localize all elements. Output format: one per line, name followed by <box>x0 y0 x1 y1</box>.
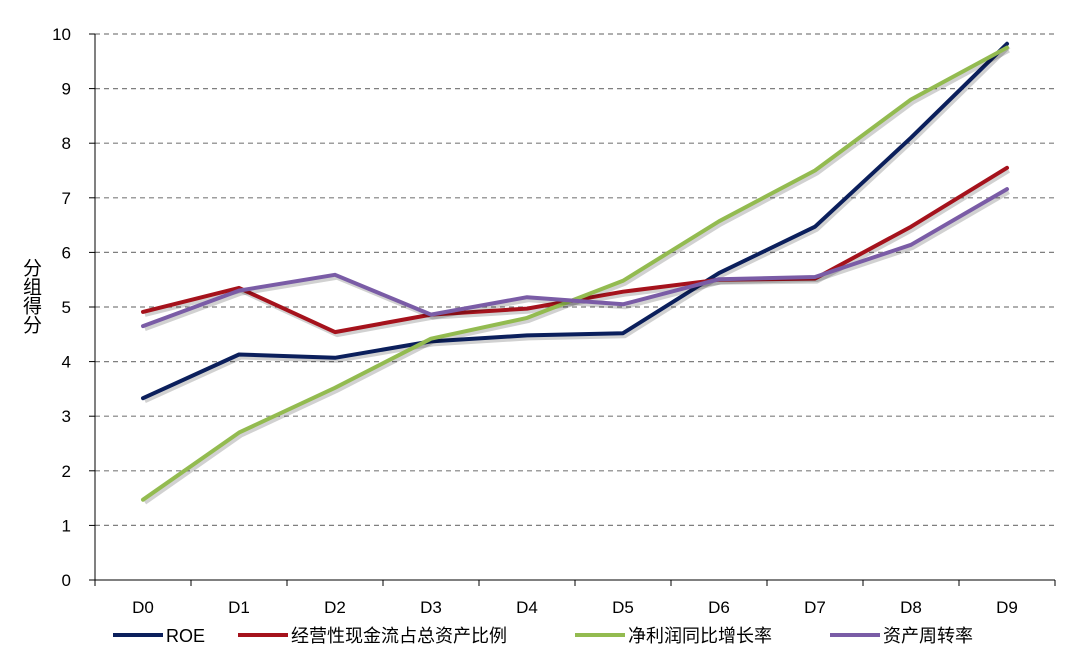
x-tick-label: D0 <box>132 598 154 617</box>
axes: 0 1 2 3 4 5 6 7 8 9 10 D0 D1 D2 D3 D4 D5 D6 D7 D8 D9 <box>52 25 1056 617</box>
x-tick-label: D4 <box>516 598 538 617</box>
series <box>141 41 1011 505</box>
legend-label: 经营性现金流占总资产比例 <box>291 626 507 646</box>
x-tick-label: D3 <box>420 598 442 617</box>
legend: ROE 经营性现金流占总资产比例 净利润同比增长率 资产周转率 <box>113 626 973 646</box>
x-tick-label: D2 <box>324 598 346 617</box>
series-line-2 <box>141 45 1009 502</box>
series-shadow <box>143 48 1010 505</box>
x-tick-label: D5 <box>612 598 634 617</box>
y-tick-label: 8 <box>62 134 71 153</box>
x-tick-label: D6 <box>708 598 730 617</box>
grid <box>95 33 1055 527</box>
series-shadow <box>144 190 1011 331</box>
y-axis-label: 分组得分 <box>20 258 42 334</box>
series-line-3 <box>141 187 1009 329</box>
legend-label: 净利润同比增长率 <box>628 626 772 646</box>
y-tick-label: 0 <box>62 571 71 590</box>
x-tick-label: D9 <box>996 598 1018 617</box>
y-tick-label: 9 <box>62 80 71 99</box>
y-tick-label: 6 <box>62 243 71 262</box>
x-tick-label: D8 <box>900 598 922 617</box>
legend-label: 资产周转率 <box>883 626 973 646</box>
x-tick-label: D1 <box>228 598 250 617</box>
y-tick-label: 10 <box>52 25 71 44</box>
y-tick-label: 3 <box>62 407 71 426</box>
y-tick-label: 7 <box>62 189 71 208</box>
y-tick-label: 1 <box>62 516 71 535</box>
legend-label: ROE <box>166 626 205 646</box>
series-shadow <box>144 45 1011 404</box>
x-tick-label: D7 <box>804 598 826 617</box>
series-line-0 <box>141 41 1009 401</box>
y-tick-label: 5 <box>62 298 71 317</box>
y-tick-label: 4 <box>62 353 71 372</box>
y-tick-label: 2 <box>62 462 71 481</box>
